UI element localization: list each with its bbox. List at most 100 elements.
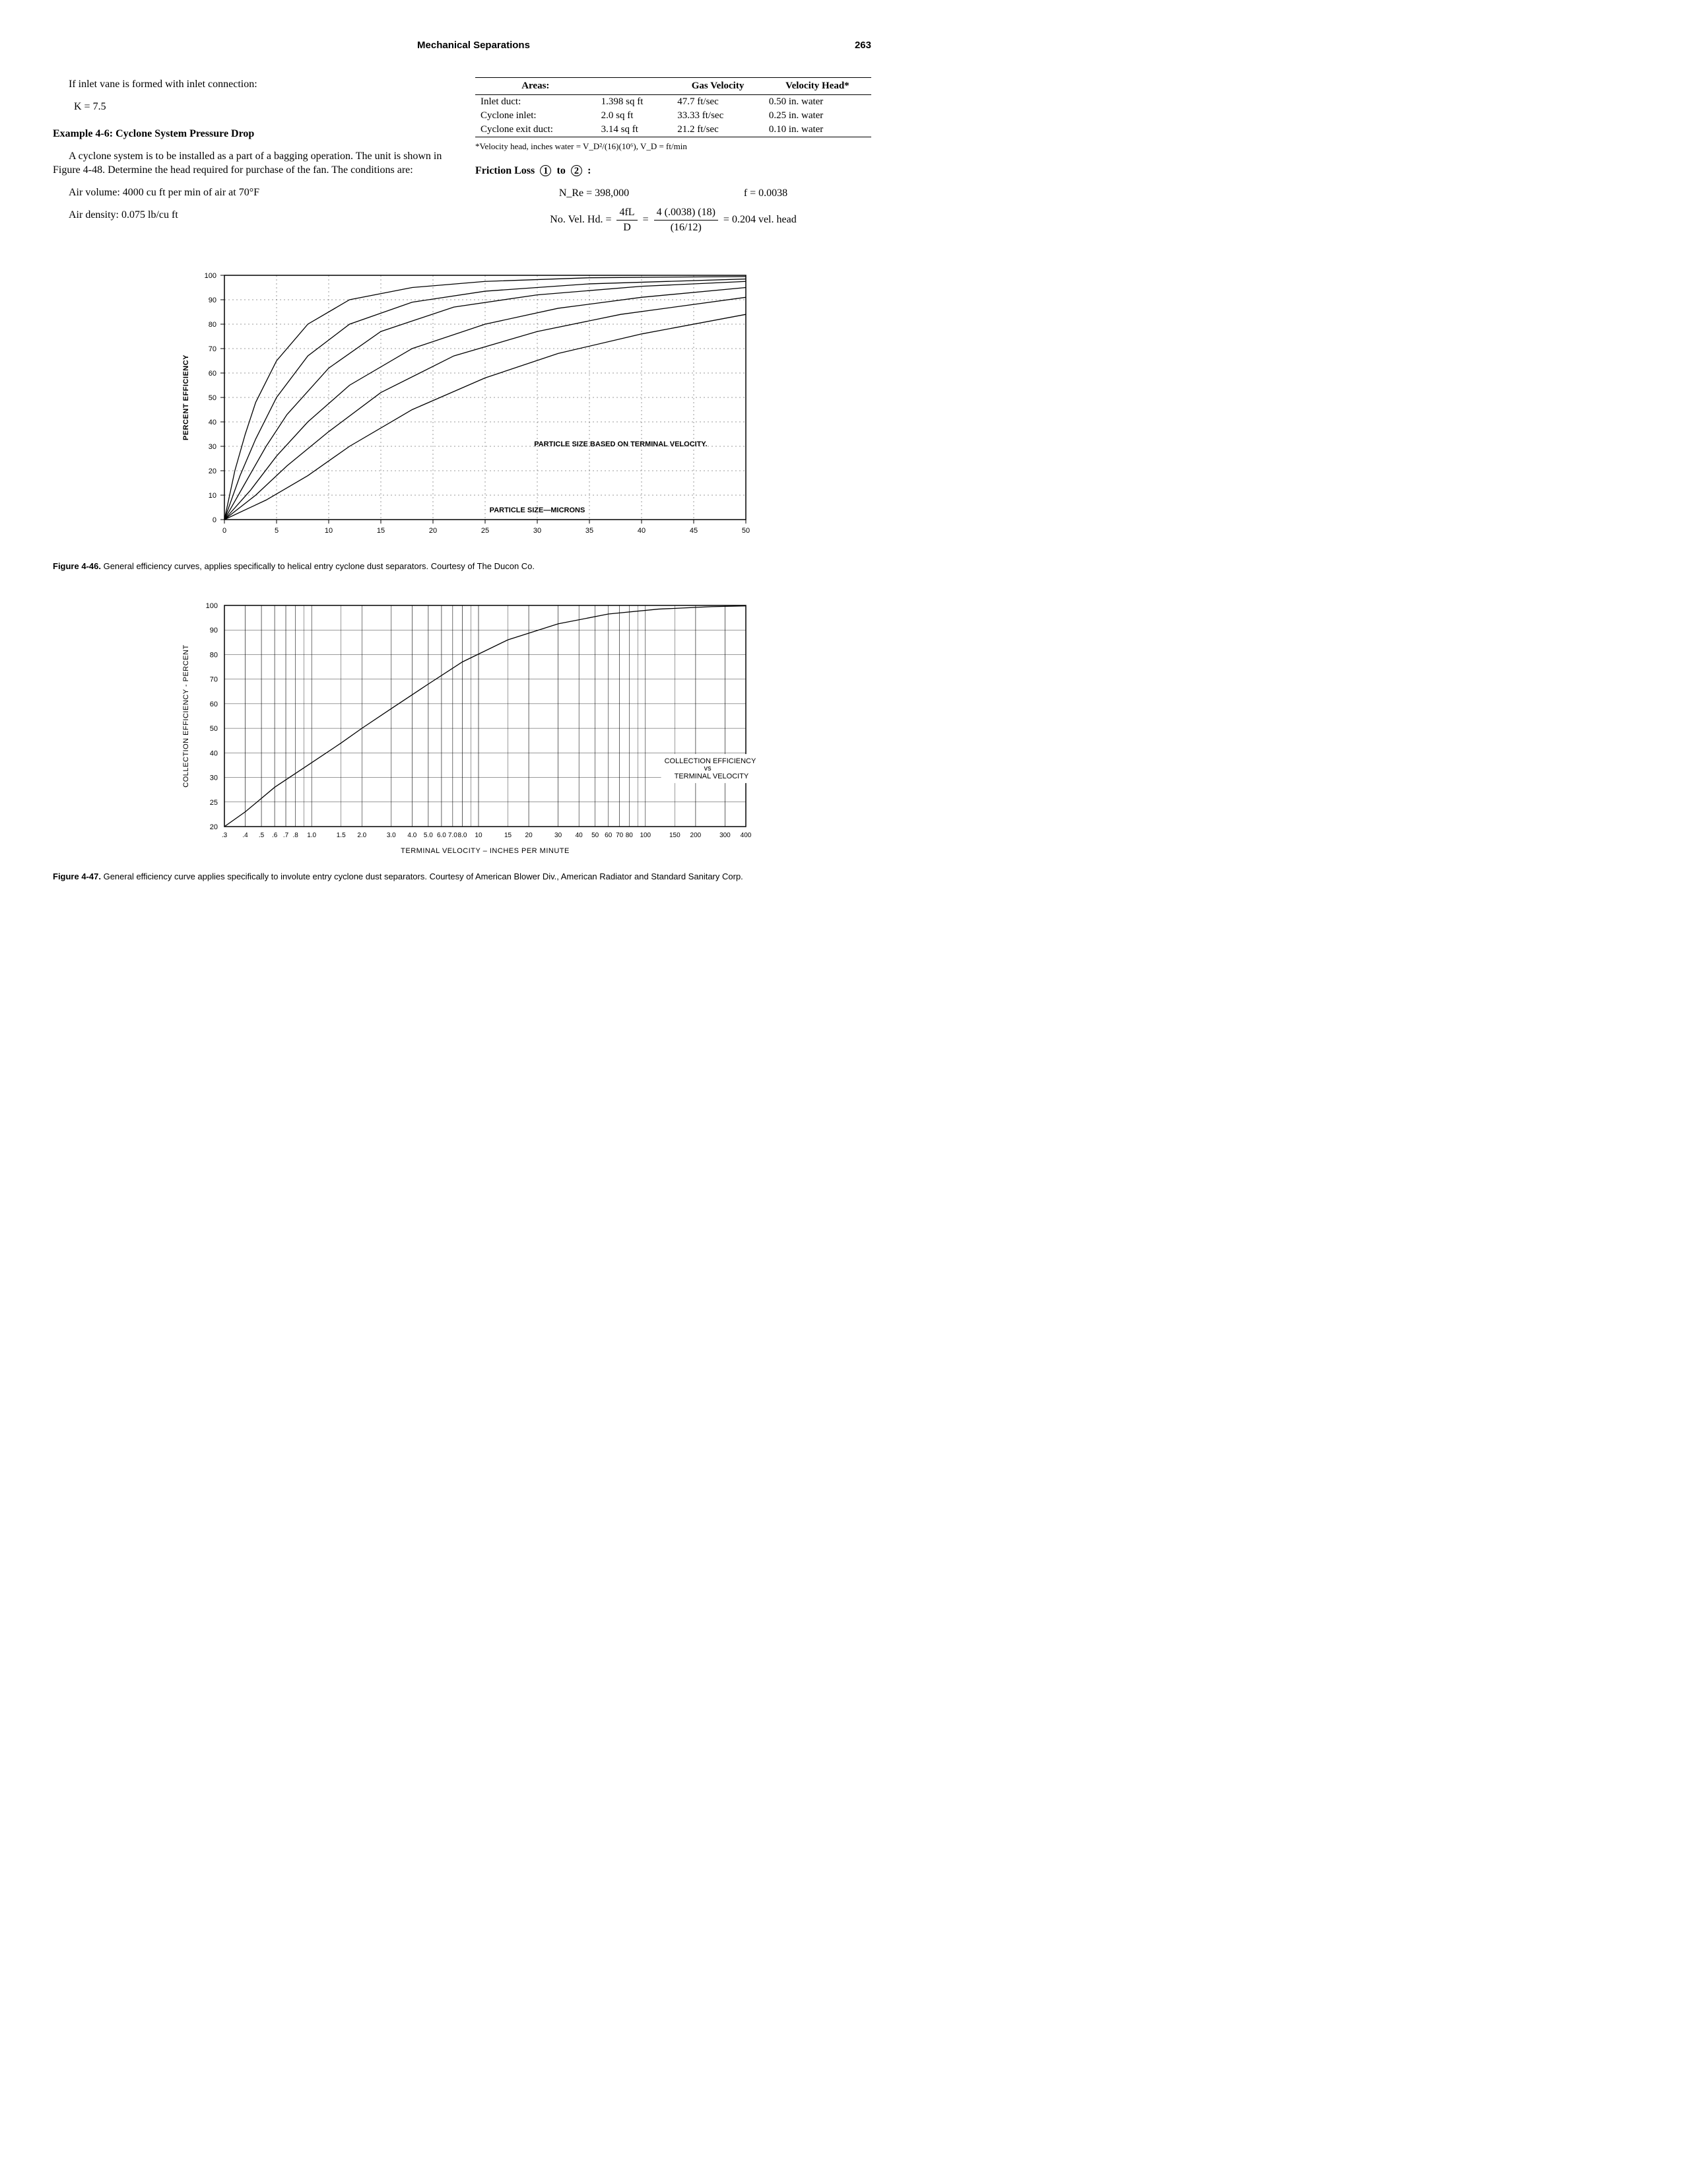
svg-text:25: 25	[210, 799, 218, 807]
table-row: Cyclone exit duct: 3.14 sq ft 21.2 ft/se…	[475, 123, 871, 137]
svg-text:15: 15	[377, 527, 385, 535]
svg-text:.8: .8	[293, 832, 299, 839]
svg-text:200: 200	[690, 832, 702, 839]
fraction-1: 4fL D	[616, 205, 637, 234]
svg-text:30: 30	[209, 443, 216, 451]
svg-text:30: 30	[210, 774, 218, 782]
svg-text:300: 300	[719, 832, 731, 839]
svg-text:10: 10	[325, 527, 333, 535]
svg-text:40: 40	[210, 749, 218, 757]
p-cyclone-desc: A cyclone system is to be installed as a…	[53, 149, 449, 178]
svg-text:.4: .4	[242, 832, 248, 839]
svg-text:PARTICLE SIZE BASED ON TERMINA: PARTICLE SIZE BASED ON TERMINAL VELOCITY…	[534, 440, 707, 448]
friction-values: N_Re = 398,000 f = 0.0038	[502, 186, 845, 201]
svg-text:10: 10	[475, 832, 482, 839]
svg-text:50: 50	[742, 527, 750, 535]
svg-text:150: 150	[669, 832, 680, 839]
nre-value: N_Re = 398,000	[559, 186, 629, 201]
svg-text:20: 20	[525, 832, 533, 839]
svg-text:7.0: 7.0	[448, 832, 457, 839]
svg-text:8.0: 8.0	[458, 832, 467, 839]
svg-text:60: 60	[605, 832, 613, 839]
svg-text:.5: .5	[259, 832, 265, 839]
svg-text:4.0: 4.0	[407, 832, 416, 839]
section-title: Mechanical Separations	[92, 40, 855, 51]
svg-text:1.5: 1.5	[337, 832, 346, 839]
page-header: Mechanical Separations 263	[53, 40, 871, 51]
th-areas: Areas:	[475, 78, 596, 95]
upper-content: If inlet vane is formed with inlet conne…	[53, 77, 871, 242]
svg-text:50: 50	[209, 394, 216, 402]
svg-text:2.0: 2.0	[357, 832, 366, 839]
svg-text:25: 25	[481, 527, 489, 535]
k-equation: K = 7.5	[74, 100, 449, 114]
svg-text:400: 400	[741, 832, 752, 839]
svg-text:80: 80	[210, 651, 218, 659]
figure-4-47-caption: Figure 4-47. General efficiency curve ap…	[53, 871, 871, 883]
svg-text:TERMINAL VELOCITY – INCHE: TERMINAL VELOCITY – INCHES PER MINUTE	[401, 847, 570, 855]
svg-text:20: 20	[210, 823, 218, 831]
table-row: Inlet duct: 1.398 sq ft 47.7 ft/sec 0.50…	[475, 95, 871, 110]
svg-text:100: 100	[205, 272, 216, 280]
friction-loss-heading: Friction Loss 1 to 2 :	[475, 164, 871, 178]
svg-text:20: 20	[209, 467, 216, 475]
areas-table: Areas: Gas Velocity Velocity Head* Inlet…	[475, 77, 871, 137]
svg-text:70: 70	[210, 676, 218, 684]
svg-text:vs: vs	[704, 765, 712, 772]
figure-4-46-caption: Figure 4-46. General efficiency curves, …	[53, 561, 871, 572]
svg-text:90: 90	[209, 296, 216, 304]
th-gas-velocity: Gas Velocity	[672, 78, 764, 95]
svg-text:.6: .6	[272, 832, 278, 839]
svg-text:PARTICLE SIZE—MICRONS: PARTICLE SIZE—MICRONS	[490, 506, 585, 514]
figure-4-46: 0510152025303540455001020304050607080901…	[53, 269, 871, 553]
svg-text:6.0: 6.0	[437, 832, 446, 839]
svg-text:70: 70	[209, 345, 216, 353]
svg-text:100: 100	[206, 602, 218, 610]
svg-text:5: 5	[275, 527, 279, 535]
fraction-2: 4 (.0038) (18) (16/12)	[654, 205, 718, 234]
svg-text:80: 80	[626, 832, 634, 839]
svg-text:50: 50	[591, 832, 599, 839]
th-velocity-head: Velocity Head*	[764, 78, 871, 95]
right-column: Areas: Gas Velocity Velocity Head* Inlet…	[475, 77, 871, 242]
svg-text:35: 35	[585, 527, 593, 535]
svg-text:100: 100	[640, 832, 651, 839]
svg-text:60: 60	[210, 700, 218, 708]
svg-text:15: 15	[504, 832, 512, 839]
svg-text:0: 0	[213, 516, 216, 524]
chart-47-svg: 202530405060708090100.3.4.5.6.7.81.01.52…	[165, 599, 759, 863]
circled-2: 2	[571, 165, 582, 176]
svg-text:45: 45	[690, 527, 698, 535]
example-heading: Example 4-6: Cyclone System Pressure Dro…	[53, 127, 449, 141]
svg-text:10: 10	[209, 492, 216, 500]
th-blank	[596, 78, 673, 95]
circled-1: 1	[540, 165, 551, 176]
svg-text:80: 80	[209, 321, 216, 329]
svg-text:0: 0	[222, 527, 226, 535]
svg-text:90: 90	[210, 627, 218, 634]
chart-46-svg: 0510152025303540455001020304050607080901…	[165, 269, 759, 553]
svg-text:COLLECTION EFFICIENCY - PERCEN: COLLECTION EFFICIENCY - PERCENT	[182, 644, 190, 787]
svg-text:70: 70	[616, 832, 624, 839]
figure-4-47: 202530405060708090100.3.4.5.6.7.81.01.52…	[53, 599, 871, 863]
svg-text:40: 40	[638, 527, 646, 535]
table-footnote: *Velocity head, inches water = V_D²/(16)…	[475, 141, 871, 152]
svg-text:30: 30	[554, 832, 562, 839]
svg-text:40: 40	[209, 419, 216, 427]
p-air-density: Air density: 0.075 lb/cu ft	[53, 208, 449, 222]
svg-text:1.0: 1.0	[307, 832, 316, 839]
table-row: Cyclone inlet: 2.0 sq ft 33.33 ft/sec 0.…	[475, 109, 871, 123]
svg-text:60: 60	[209, 370, 216, 378]
svg-text:TERMINAL VELOCITY: TERMINAL VELOCITY	[675, 772, 749, 780]
svg-text:.7: .7	[283, 832, 289, 839]
svg-text:3.0: 3.0	[387, 832, 396, 839]
p-inlet-vane: If inlet vane is formed with inlet conne…	[53, 77, 449, 92]
svg-text:40: 40	[576, 832, 583, 839]
f-value: f = 0.0038	[744, 186, 787, 201]
svg-text:20: 20	[429, 527, 437, 535]
svg-text:.3: .3	[222, 832, 228, 839]
vel-head-equation: No. Vel. Hd. = 4fL D = 4 (.0038) (18) (1…	[475, 205, 871, 234]
svg-text:5.0: 5.0	[424, 832, 433, 839]
svg-text:PERCENT EFFICIENCY: PERCENT EFFICIENCY	[182, 355, 190, 440]
p-air-volume: Air volume: 4000 cu ft per min of air at…	[53, 186, 449, 200]
